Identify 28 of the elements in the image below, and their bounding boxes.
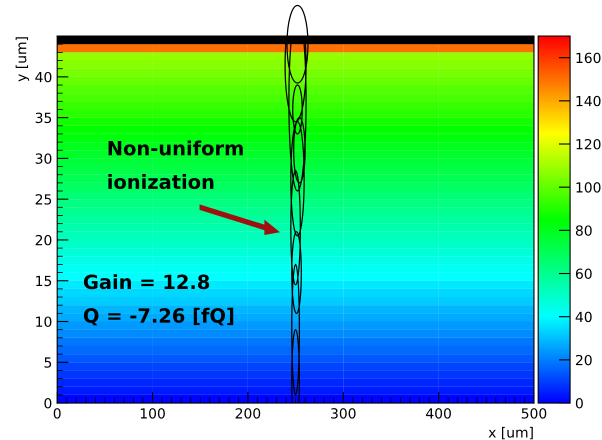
color-bar-label: 160 xyxy=(576,52,601,64)
y-tick-label: 5 xyxy=(44,357,52,368)
color-bar-label: 40 xyxy=(576,312,592,322)
y-axis-title: y [um] xyxy=(16,37,30,82)
x-tick-label: 0 xyxy=(54,408,61,419)
color-bar-label: 80 xyxy=(576,225,592,236)
color-bar-label: 20 xyxy=(576,354,592,366)
x-tick-label: 400 xyxy=(426,408,451,419)
x-axis-title: x [um] xyxy=(488,426,533,440)
y-tick-label: 40 xyxy=(35,72,52,82)
y-tick-label: 25 xyxy=(36,194,52,205)
x-tick-label: 500 xyxy=(522,408,546,419)
x-tick-label: 300 xyxy=(331,408,356,419)
color-bar-label: 140 xyxy=(576,96,601,106)
color-bar-label: 120 xyxy=(576,138,601,150)
color-bar-label: 0 xyxy=(576,398,583,409)
y-tick-label: 35 xyxy=(36,112,52,124)
x-tick-label: 100 xyxy=(140,408,165,419)
y-tick-label: 20 xyxy=(36,234,52,246)
y-tick-label: 30 xyxy=(36,153,52,164)
y-tick-label: 10 xyxy=(36,316,52,327)
color-bar-label: 60 xyxy=(576,268,592,279)
annotation: Non-uniform ionization xyxy=(108,140,243,190)
annotation: Gain = 12.8 Q = -7.26 [fQ] xyxy=(84,274,234,326)
color-bar-label: 100 xyxy=(576,182,601,193)
y-tick-label: 15 xyxy=(36,276,52,286)
x-tick-label: 200 xyxy=(236,408,260,419)
y-tick-label: 0 xyxy=(44,398,52,409)
